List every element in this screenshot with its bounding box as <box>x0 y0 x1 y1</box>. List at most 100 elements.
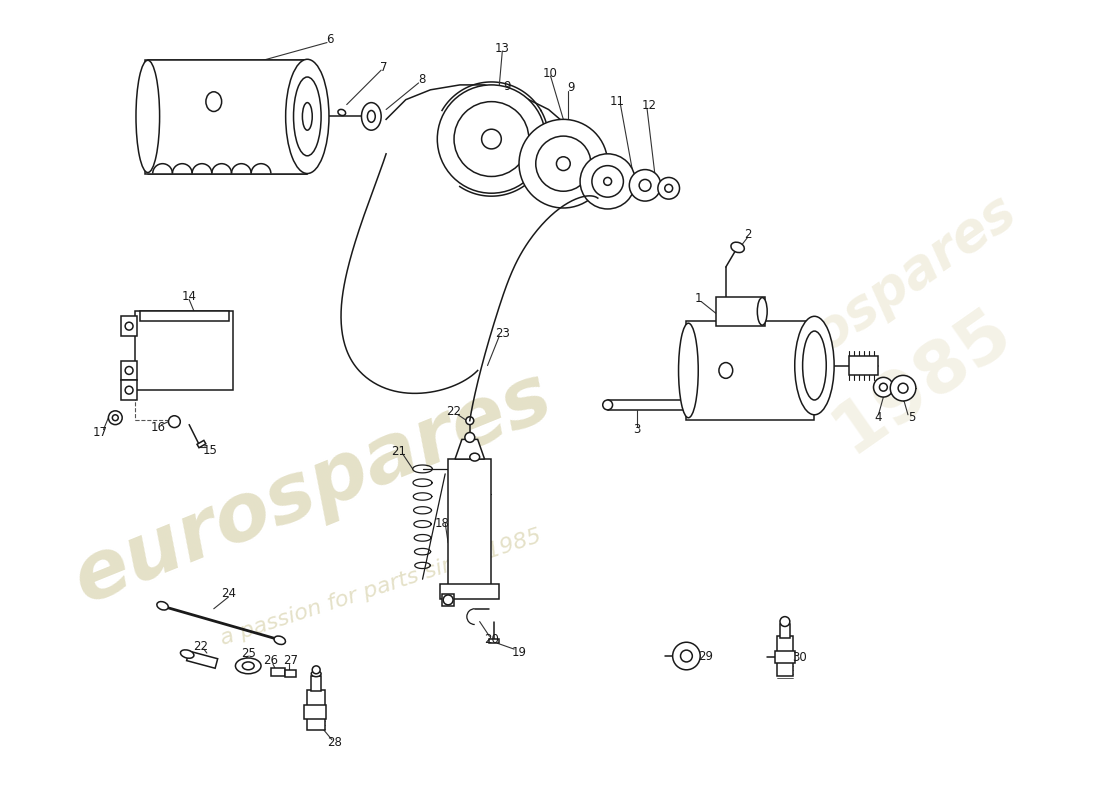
Text: 28: 28 <box>328 736 342 749</box>
Text: 9: 9 <box>568 82 575 94</box>
Text: 5: 5 <box>909 411 915 424</box>
Circle shape <box>580 154 635 209</box>
Text: 1: 1 <box>694 292 702 305</box>
Circle shape <box>664 184 672 192</box>
Bar <box>448 459 492 587</box>
Text: 17: 17 <box>94 426 108 439</box>
Circle shape <box>519 119 607 208</box>
Bar <box>145 60 307 174</box>
Bar <box>776 651 794 663</box>
Bar <box>140 311 229 322</box>
Ellipse shape <box>242 662 254 670</box>
Text: 16: 16 <box>151 421 166 434</box>
Text: a passion for parts since 1985: a passion for parts since 1985 <box>218 526 544 649</box>
Circle shape <box>658 178 680 199</box>
Text: 24: 24 <box>221 587 236 601</box>
Bar <box>197 440 206 448</box>
Ellipse shape <box>136 60 160 173</box>
Circle shape <box>592 166 624 197</box>
Ellipse shape <box>180 650 194 658</box>
Ellipse shape <box>679 323 699 418</box>
Text: 13: 13 <box>495 42 509 55</box>
Text: 22: 22 <box>447 406 462 418</box>
Circle shape <box>482 130 502 149</box>
Circle shape <box>890 375 916 401</box>
Bar <box>311 676 321 691</box>
Polygon shape <box>455 439 485 459</box>
Text: 25: 25 <box>241 646 255 659</box>
Text: 9: 9 <box>504 80 512 94</box>
Bar <box>271 668 285 676</box>
Bar <box>686 322 814 420</box>
Bar <box>442 594 454 606</box>
Ellipse shape <box>338 110 345 115</box>
Ellipse shape <box>362 102 382 130</box>
Text: 8: 8 <box>418 74 426 86</box>
Text: eurospares: eurospares <box>722 185 1025 418</box>
Bar <box>285 670 297 677</box>
Ellipse shape <box>274 636 286 645</box>
Circle shape <box>629 170 661 201</box>
Circle shape <box>443 595 453 605</box>
Text: 14: 14 <box>182 290 197 303</box>
Text: 27: 27 <box>283 654 298 667</box>
Text: 10: 10 <box>543 66 558 79</box>
Text: 30: 30 <box>792 650 807 663</box>
Circle shape <box>109 411 122 425</box>
Text: 11: 11 <box>610 95 625 108</box>
Ellipse shape <box>157 602 168 610</box>
Circle shape <box>168 416 180 427</box>
Text: 4: 4 <box>874 411 882 424</box>
Circle shape <box>466 417 474 425</box>
Bar <box>305 706 326 719</box>
Text: eurospares: eurospares <box>62 357 563 620</box>
Ellipse shape <box>294 77 321 156</box>
Circle shape <box>112 414 119 421</box>
Circle shape <box>536 136 591 191</box>
Text: 7: 7 <box>381 61 388 74</box>
Bar <box>780 623 790 638</box>
Text: 2: 2 <box>744 228 751 241</box>
Ellipse shape <box>470 453 480 461</box>
Bar <box>121 380 138 400</box>
Ellipse shape <box>286 59 329 174</box>
Text: 15: 15 <box>202 444 218 457</box>
Ellipse shape <box>719 362 733 378</box>
Circle shape <box>898 383 907 393</box>
Ellipse shape <box>311 670 321 677</box>
Circle shape <box>125 386 133 394</box>
Ellipse shape <box>206 92 221 111</box>
Bar <box>777 636 793 676</box>
Text: 18: 18 <box>434 517 450 530</box>
Bar <box>187 651 218 668</box>
Bar <box>121 316 138 336</box>
Circle shape <box>873 378 893 397</box>
Bar <box>849 356 879 375</box>
Text: 1985: 1985 <box>821 294 1025 466</box>
Circle shape <box>465 433 475 442</box>
Bar <box>440 584 499 599</box>
Circle shape <box>125 366 133 374</box>
Text: 20: 20 <box>484 633 499 646</box>
Circle shape <box>780 617 790 626</box>
Circle shape <box>438 85 546 194</box>
Circle shape <box>312 666 320 674</box>
Text: 19: 19 <box>512 646 527 658</box>
Circle shape <box>604 178 612 186</box>
Ellipse shape <box>603 400 613 410</box>
Bar <box>307 690 324 730</box>
Text: 12: 12 <box>641 99 657 112</box>
Circle shape <box>557 157 570 170</box>
Circle shape <box>125 322 133 330</box>
Ellipse shape <box>794 316 834 414</box>
Circle shape <box>639 179 651 191</box>
Bar <box>716 297 766 326</box>
Bar <box>135 311 233 390</box>
Ellipse shape <box>367 110 375 122</box>
Circle shape <box>454 102 529 177</box>
Circle shape <box>879 383 888 391</box>
Text: 23: 23 <box>495 326 509 339</box>
Circle shape <box>672 642 701 670</box>
Ellipse shape <box>730 242 745 253</box>
Text: 22: 22 <box>194 640 209 653</box>
